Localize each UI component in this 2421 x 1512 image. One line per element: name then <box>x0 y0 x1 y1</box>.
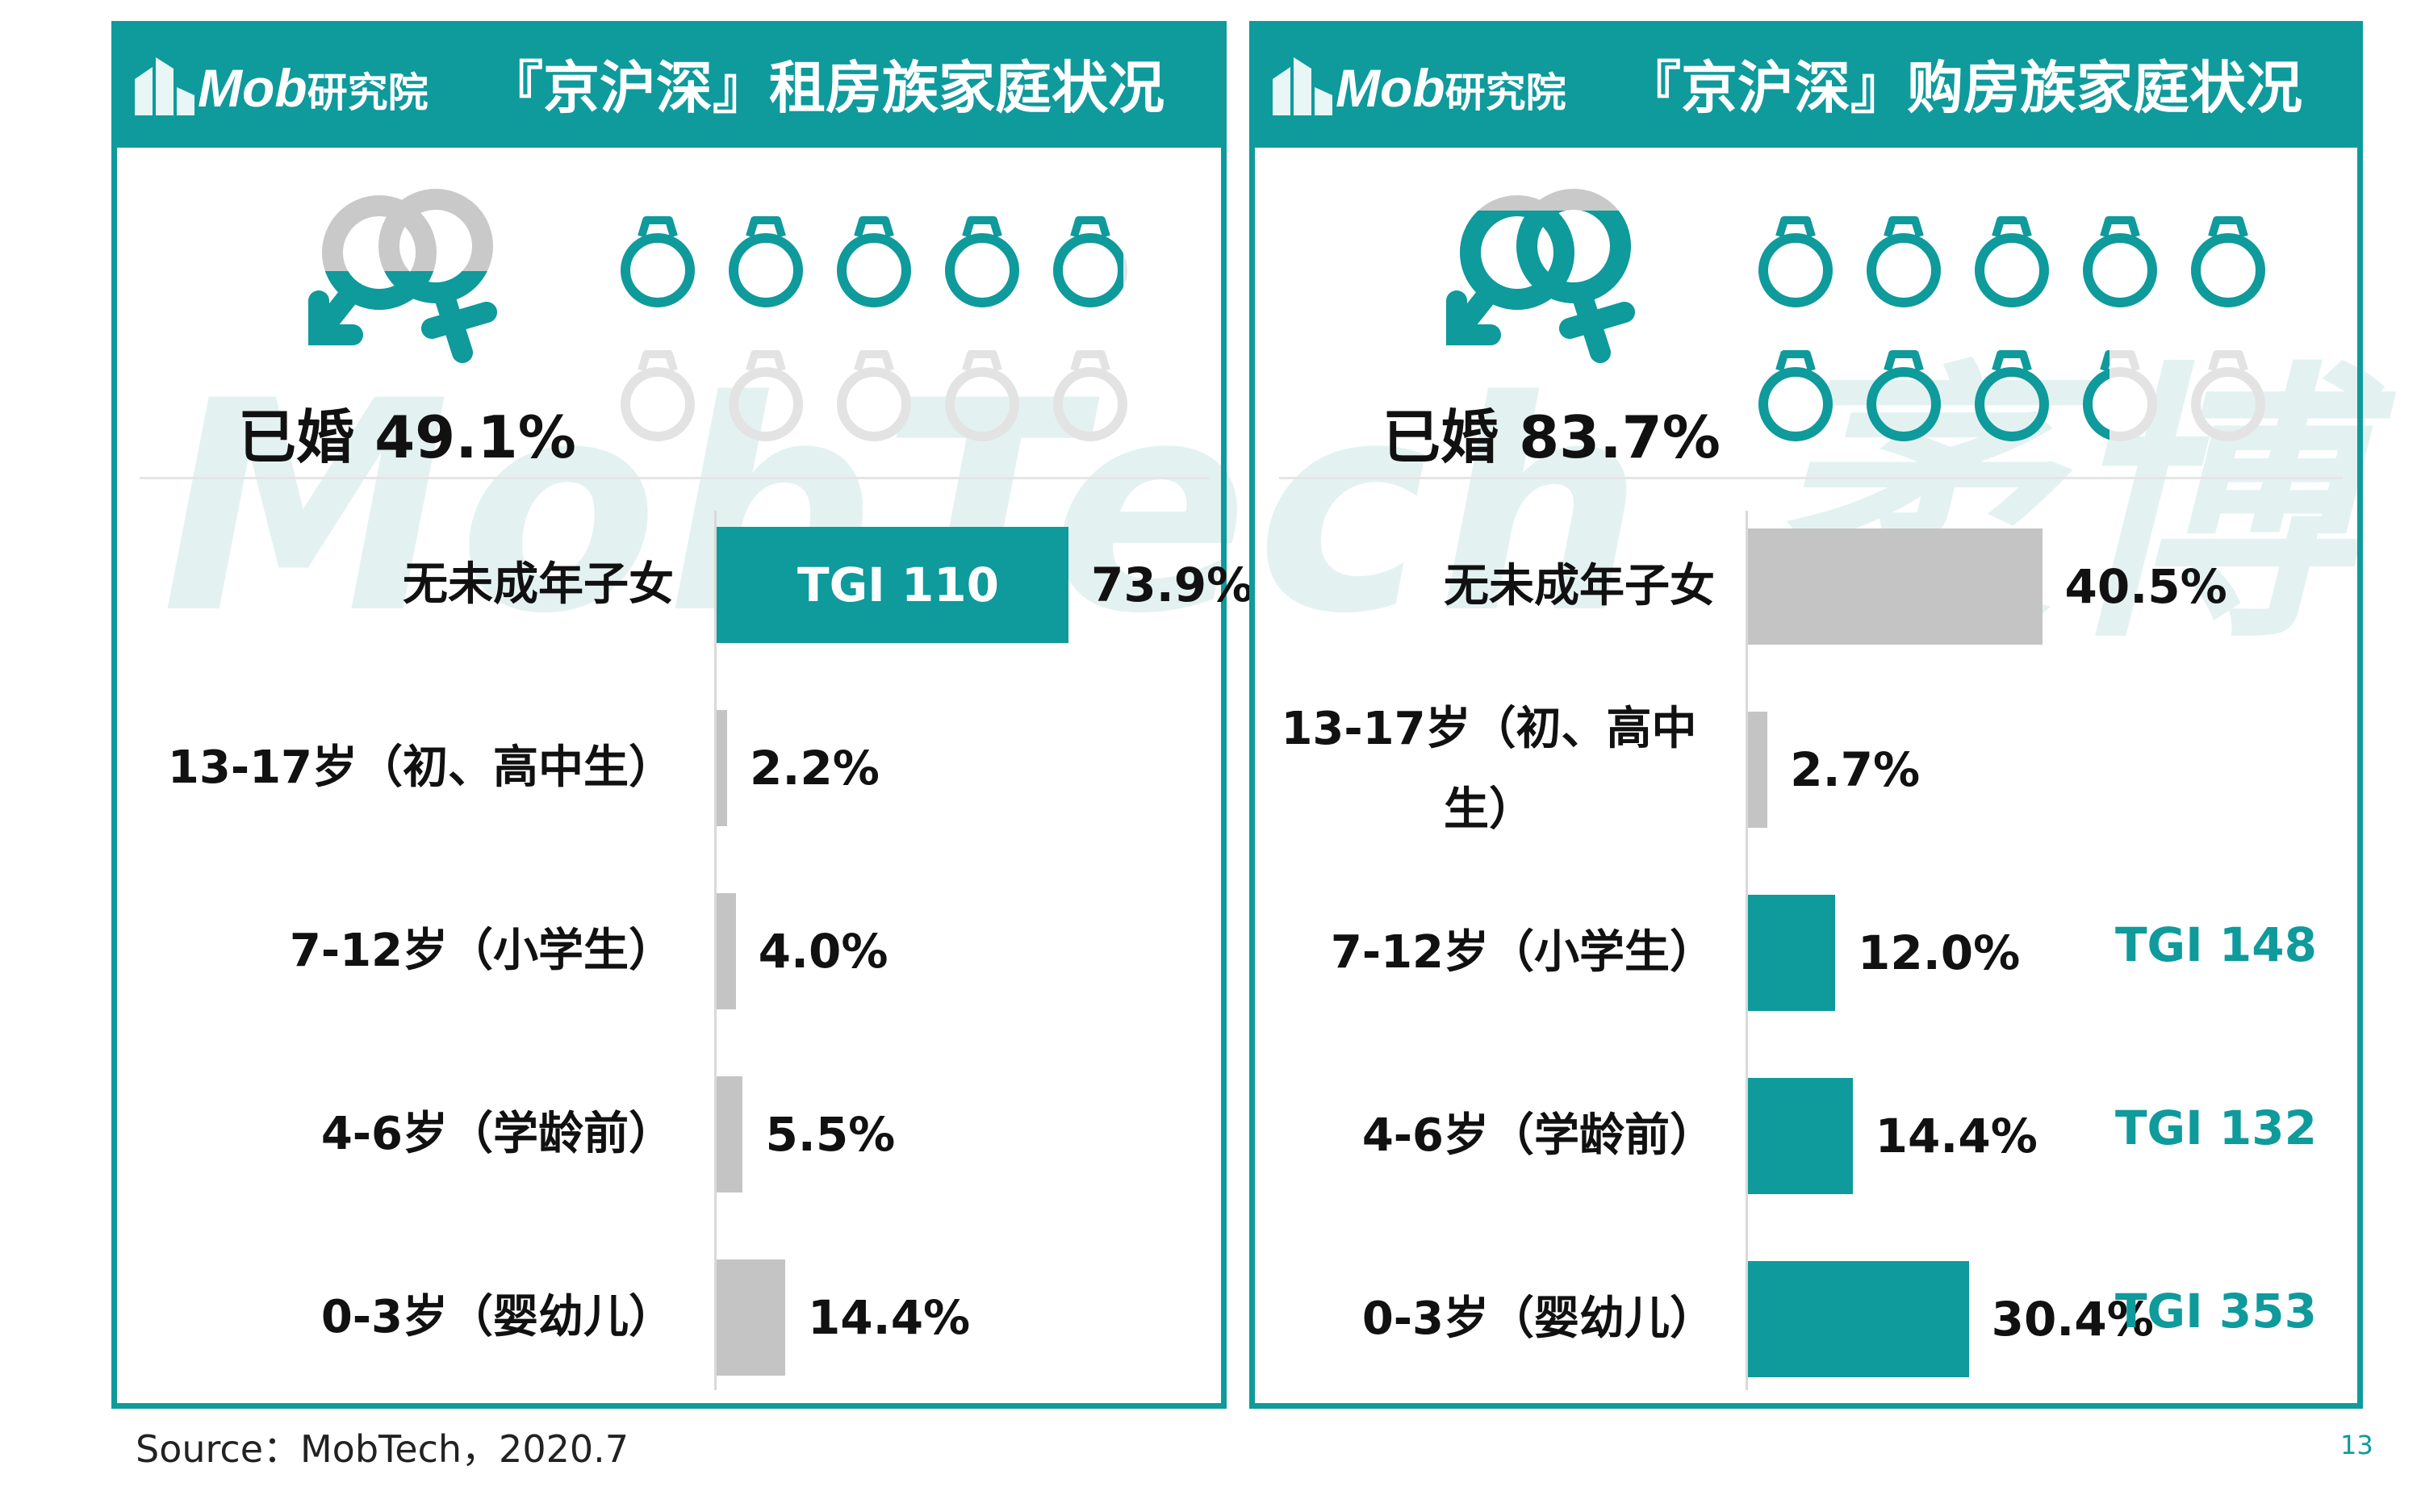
ring-icon <box>621 216 695 307</box>
bar <box>717 527 1068 643</box>
bar <box>1748 712 1768 828</box>
ring-icon <box>837 216 911 307</box>
value-label: 4.0% <box>758 924 889 979</box>
bar <box>717 893 736 1009</box>
value-label: 2.2% <box>749 741 880 796</box>
value-label: 40.5% <box>2064 559 2227 614</box>
bar <box>1748 1261 1969 1377</box>
bar <box>717 1076 743 1192</box>
tgi-label: TGI 353 <box>2114 1284 2317 1339</box>
panel-header: Mob研究院 『京沪深』购房族家庭状况 <box>1255 27 2357 148</box>
axis-line <box>714 511 717 1390</box>
divider <box>140 477 1209 479</box>
ring-pictogram <box>621 216 1127 441</box>
category-label: 13-17岁（初、高中生） <box>167 741 674 794</box>
married-rate-label: 已婚 83.7% <box>1382 403 1721 471</box>
category-label: 13-17岁（初、高中生） <box>1281 703 1697 836</box>
category-label: 0-3岁（婴幼儿） <box>320 1291 674 1343</box>
value-label: 14.4% <box>1875 1109 2038 1163</box>
bar <box>717 710 727 826</box>
category-label: 4-6岁（学龄前） <box>1361 1109 1715 1162</box>
marriage-gender-icon <box>308 189 497 363</box>
category-label: 4-6岁（学龄前） <box>320 1108 674 1160</box>
ring-icon <box>837 350 911 441</box>
source-note: Source：MobTech，2020.7 <box>136 1427 629 1471</box>
value-label: 73.9% <box>1091 558 1254 612</box>
category-label: 7-12岁（小学生） <box>1330 926 1715 979</box>
ring-icon <box>1867 350 1941 441</box>
panel-title: 『京沪深』购房族家庭状况 <box>1624 55 2302 121</box>
panel-title: 『京沪深』租房族家庭状况 <box>487 55 1165 121</box>
bar <box>1748 1078 1853 1194</box>
ring-icon <box>729 216 803 307</box>
value-label: 2.7% <box>1790 742 1921 797</box>
ring-icon <box>2083 350 2157 441</box>
value-label: 12.0% <box>1858 925 2021 980</box>
ring-icon <box>1867 216 1941 307</box>
ring-icon <box>621 350 695 441</box>
category-label: 无未成年子女 <box>403 558 674 611</box>
ring-icon <box>1758 350 1833 441</box>
mob-logo-icon <box>1273 57 1332 115</box>
mob-logo-icon <box>135 57 194 115</box>
logo-text: Mob研究院 <box>1336 58 1566 118</box>
renters-panel: Mob研究院 『京沪深』租房族家庭状况 已婚 49.1% 无未成年子女 73.9%… <box>111 21 1253 1409</box>
category-label: 0-3岁（婴幼儿） <box>1361 1293 1715 1345</box>
ring-icon <box>1975 350 2049 441</box>
ring-pictogram <box>1758 216 2265 441</box>
ring-icon <box>2083 216 2157 307</box>
value-label: 14.4% <box>807 1290 971 1345</box>
tgi-label: TGI 110 <box>797 558 1000 612</box>
bar <box>717 1259 785 1376</box>
ring-icon <box>945 216 1019 307</box>
axis-line <box>1746 511 1748 1390</box>
ring-icon <box>729 350 803 441</box>
tgi-label: TGI 132 <box>2114 1101 2317 1155</box>
category-label: 7-12岁（小学生） <box>289 925 674 977</box>
panel-header: Mob研究院 『京沪深』租房族家庭状况 <box>117 27 1221 148</box>
ring-icon <box>1975 216 2049 307</box>
married-rate-label: 已婚 49.1% <box>238 403 576 471</box>
ring-icon <box>1053 350 1127 441</box>
bar <box>1748 528 2043 645</box>
tgi-label: TGI 148 <box>2114 917 2317 972</box>
ring-icon <box>2191 350 2265 441</box>
logo-text: Mob研究院 <box>198 58 429 118</box>
ring-icon <box>1758 216 1833 307</box>
ring-icon <box>945 350 1019 441</box>
marriage-gender-icon <box>1446 189 1635 363</box>
ring-icon <box>2191 216 2265 307</box>
value-label: 30.4% <box>1991 1292 2154 1347</box>
page-number: 13 <box>2340 1430 2373 1460</box>
value-label: 5.5% <box>765 1107 896 1162</box>
ring-icon <box>1053 216 1127 307</box>
buyers-panel: Mob研究院 『京沪深』购房族家庭状况 已婚 83.7% 无未成年子女 40.5%… <box>1249 21 2363 1409</box>
divider <box>1279 477 2343 479</box>
category-label: 无未成年子女 <box>1444 560 1715 612</box>
bar <box>1748 895 1835 1011</box>
